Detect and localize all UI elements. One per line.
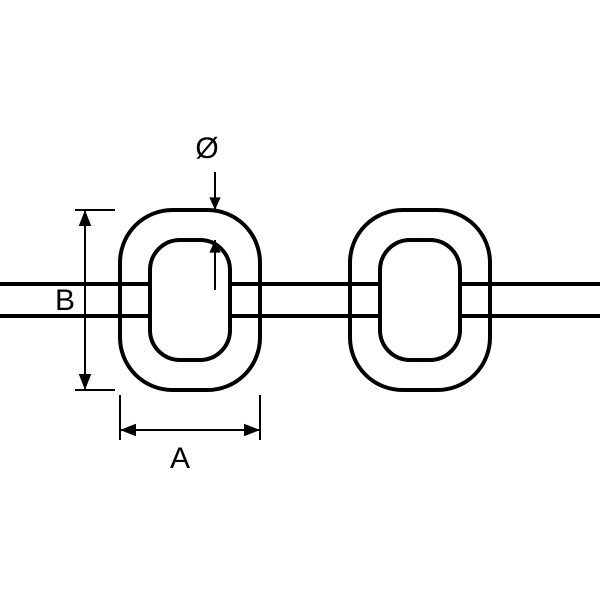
dimension-width-label: A xyxy=(170,442,190,475)
chain-dimension-diagram: B A Ø xyxy=(0,0,600,600)
dimension-height-label: B xyxy=(55,284,75,317)
dimension-diameter-label: Ø xyxy=(195,132,218,165)
